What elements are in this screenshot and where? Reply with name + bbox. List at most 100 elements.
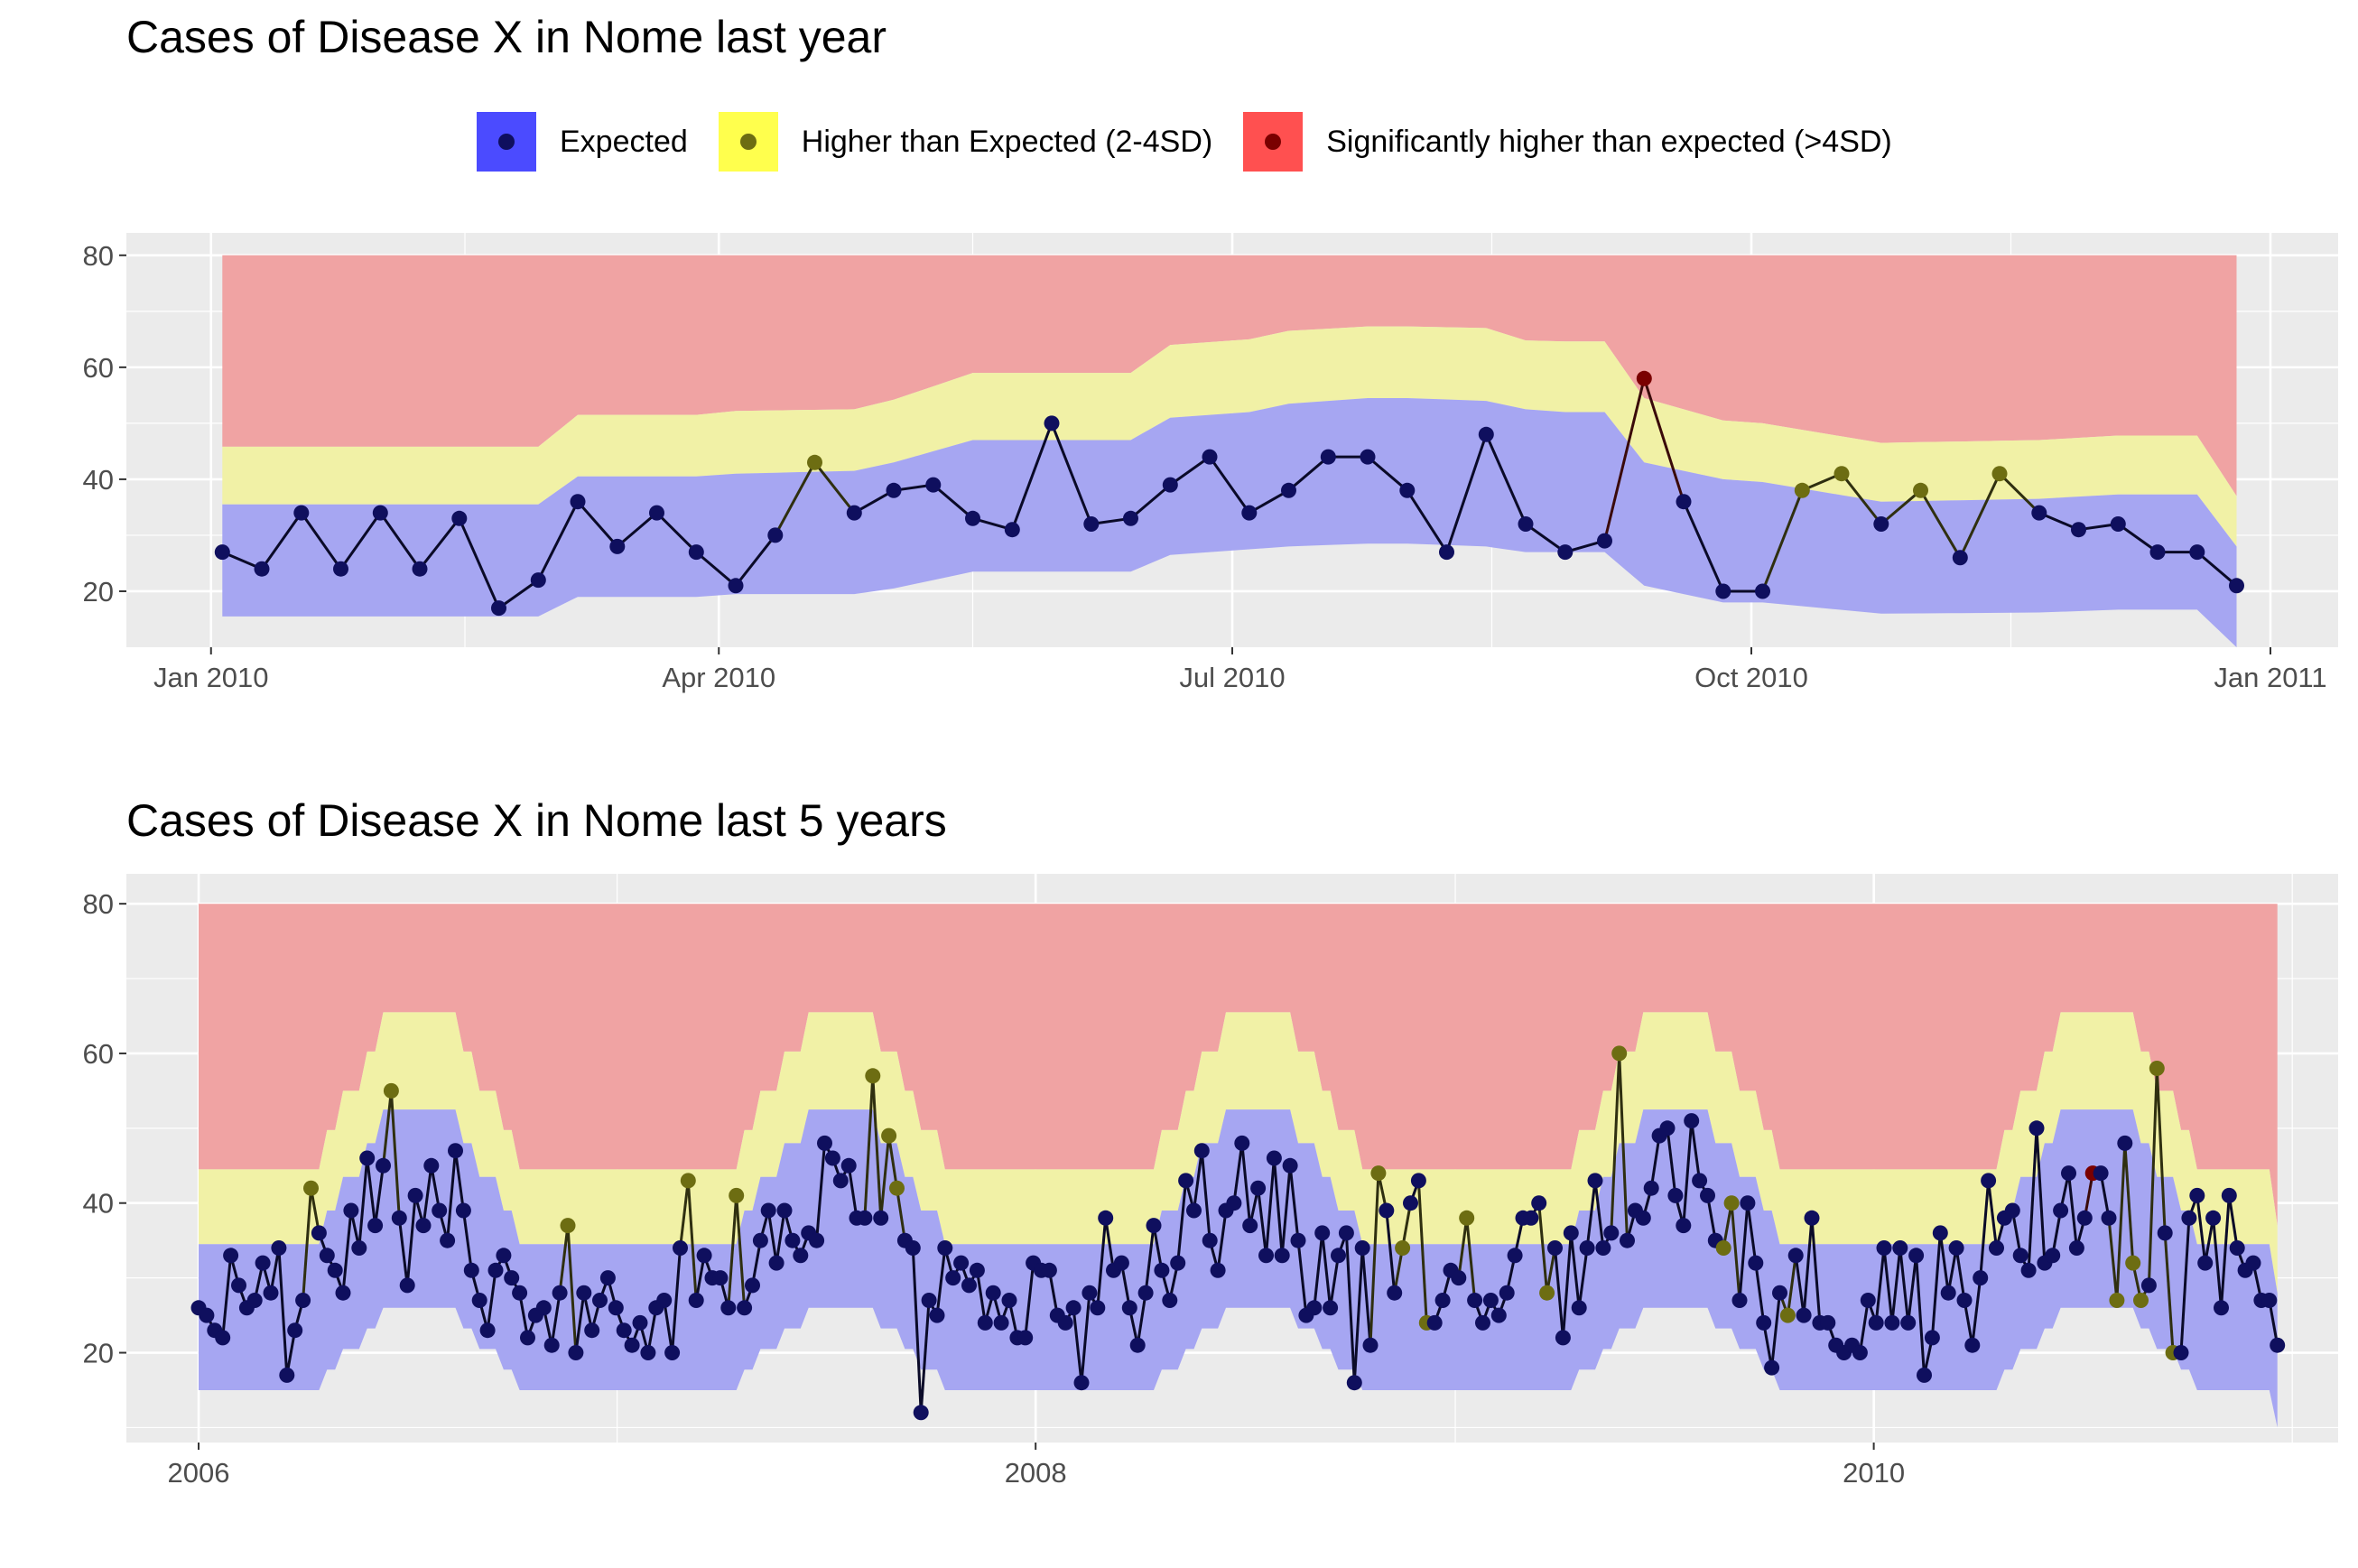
series-line-segment xyxy=(2035,1127,2047,1264)
data-point xyxy=(263,1285,279,1301)
series-line-segment xyxy=(1930,1232,1942,1339)
series-line-segment xyxy=(1642,377,1685,503)
data-point xyxy=(423,1157,440,1174)
data-point xyxy=(570,494,586,510)
series-line-segment xyxy=(418,517,460,571)
data-point xyxy=(1331,1248,1346,1264)
series-line-segment xyxy=(1169,455,1211,487)
data-point xyxy=(688,544,704,561)
data-point xyxy=(1041,1262,1057,1278)
data-point xyxy=(1991,466,2008,482)
data-point xyxy=(1913,482,1928,498)
data-point xyxy=(993,1314,1009,1331)
series-line-segment xyxy=(1907,1255,1918,1323)
data-point xyxy=(1314,1225,1331,1241)
data-point xyxy=(407,1187,423,1203)
data-point xyxy=(1467,1293,1483,1308)
series-line-segment xyxy=(1272,1157,1284,1256)
data-point xyxy=(1202,1232,1218,1248)
band-significant xyxy=(199,904,2278,1226)
series-line-segment xyxy=(357,1157,369,1248)
data-point xyxy=(1362,1337,1379,1353)
data-point xyxy=(1439,544,1454,561)
series-line-segment xyxy=(686,1180,698,1301)
data-point xyxy=(1121,1300,1137,1316)
data-point xyxy=(1475,1314,1490,1331)
band-expected xyxy=(199,1109,2278,1428)
data-point xyxy=(448,1143,463,1159)
series-line-segment xyxy=(1280,1165,1292,1256)
data-point xyxy=(649,505,664,521)
series-line-segment xyxy=(558,1225,570,1294)
data-point xyxy=(1154,1262,1170,1278)
data-point xyxy=(937,1240,953,1256)
data-point xyxy=(1643,1180,1659,1196)
series-line-segment xyxy=(1360,1248,1372,1346)
data-point xyxy=(479,1322,496,1339)
series-line-segment xyxy=(1882,1248,1894,1323)
data-point xyxy=(1395,1240,1411,1256)
data-point xyxy=(1659,1120,1676,1137)
series-line-segment xyxy=(1104,1218,1115,1271)
data-point xyxy=(255,1255,271,1271)
data-point xyxy=(1917,1367,1932,1383)
data-point xyxy=(945,1270,961,1286)
data-point xyxy=(584,1322,600,1339)
series-line-segment xyxy=(2220,1195,2231,1308)
series-line-segment xyxy=(1593,1180,1605,1248)
data-point xyxy=(1266,1150,1282,1166)
data-point xyxy=(1611,1045,1628,1062)
data-point xyxy=(1226,1195,1242,1211)
series-line-segment xyxy=(566,1225,578,1353)
series-line-segment xyxy=(1129,483,1172,520)
data-point xyxy=(905,1240,921,1256)
data-point xyxy=(737,1300,753,1316)
series-line-segment xyxy=(2147,1068,2158,1285)
series-line-segment xyxy=(1050,422,1093,525)
data-point xyxy=(1676,494,1692,510)
data-point xyxy=(576,1285,592,1301)
series-line-segment xyxy=(734,533,776,587)
data-point xyxy=(1700,1187,1715,1203)
data-point xyxy=(1940,1285,1956,1301)
data-point xyxy=(451,510,468,526)
data-point xyxy=(1387,1285,1403,1301)
series-line-segment xyxy=(2227,1195,2239,1248)
data-point xyxy=(487,1262,504,1278)
data-point xyxy=(2149,1061,2165,1076)
legend-key-higher xyxy=(718,112,778,172)
series-line-segment xyxy=(2196,551,2238,587)
series-line-segment xyxy=(1577,1248,1589,1308)
series-line-segment xyxy=(975,1270,987,1323)
series-line-segment xyxy=(550,1292,562,1346)
data-point xyxy=(463,1262,479,1278)
series-line-segment xyxy=(616,511,658,548)
legend-item-expected: Expected xyxy=(477,112,688,172)
data-point xyxy=(1518,516,1534,532)
plot-area: 20 40 60 80 2006 2008 2010 xyxy=(83,874,2338,1489)
series-line-segment xyxy=(766,1210,778,1264)
data-point xyxy=(1796,1307,1812,1323)
data-point xyxy=(1924,1330,1940,1346)
legend-item-higher: Higher than Expected (2-4SD) xyxy=(718,112,1213,172)
series-line-segment xyxy=(727,1195,738,1308)
series-line-segment xyxy=(1465,1218,1477,1301)
data-point xyxy=(1740,1195,1756,1211)
data-point xyxy=(929,1307,945,1323)
data-point xyxy=(2125,1255,2141,1271)
series-line-segment xyxy=(1525,523,1566,553)
data-point xyxy=(921,1293,937,1308)
series-line-segment xyxy=(302,1188,312,1301)
data-point xyxy=(1065,1300,1082,1316)
series-line-segment xyxy=(536,501,580,581)
data-point xyxy=(1017,1330,1034,1346)
legend-label-higher: Higher than Expected (2-4SD) xyxy=(801,124,1213,159)
series-line-segment xyxy=(2179,1218,2191,1353)
data-point xyxy=(2140,1277,2157,1294)
series-line-segment xyxy=(695,551,737,587)
series-line-segment xyxy=(497,579,540,609)
data-point xyxy=(440,1232,456,1248)
series-line-segment xyxy=(1216,1210,1228,1271)
series-line-segment xyxy=(1096,1218,1108,1308)
series-line-segment xyxy=(1352,1248,1364,1383)
